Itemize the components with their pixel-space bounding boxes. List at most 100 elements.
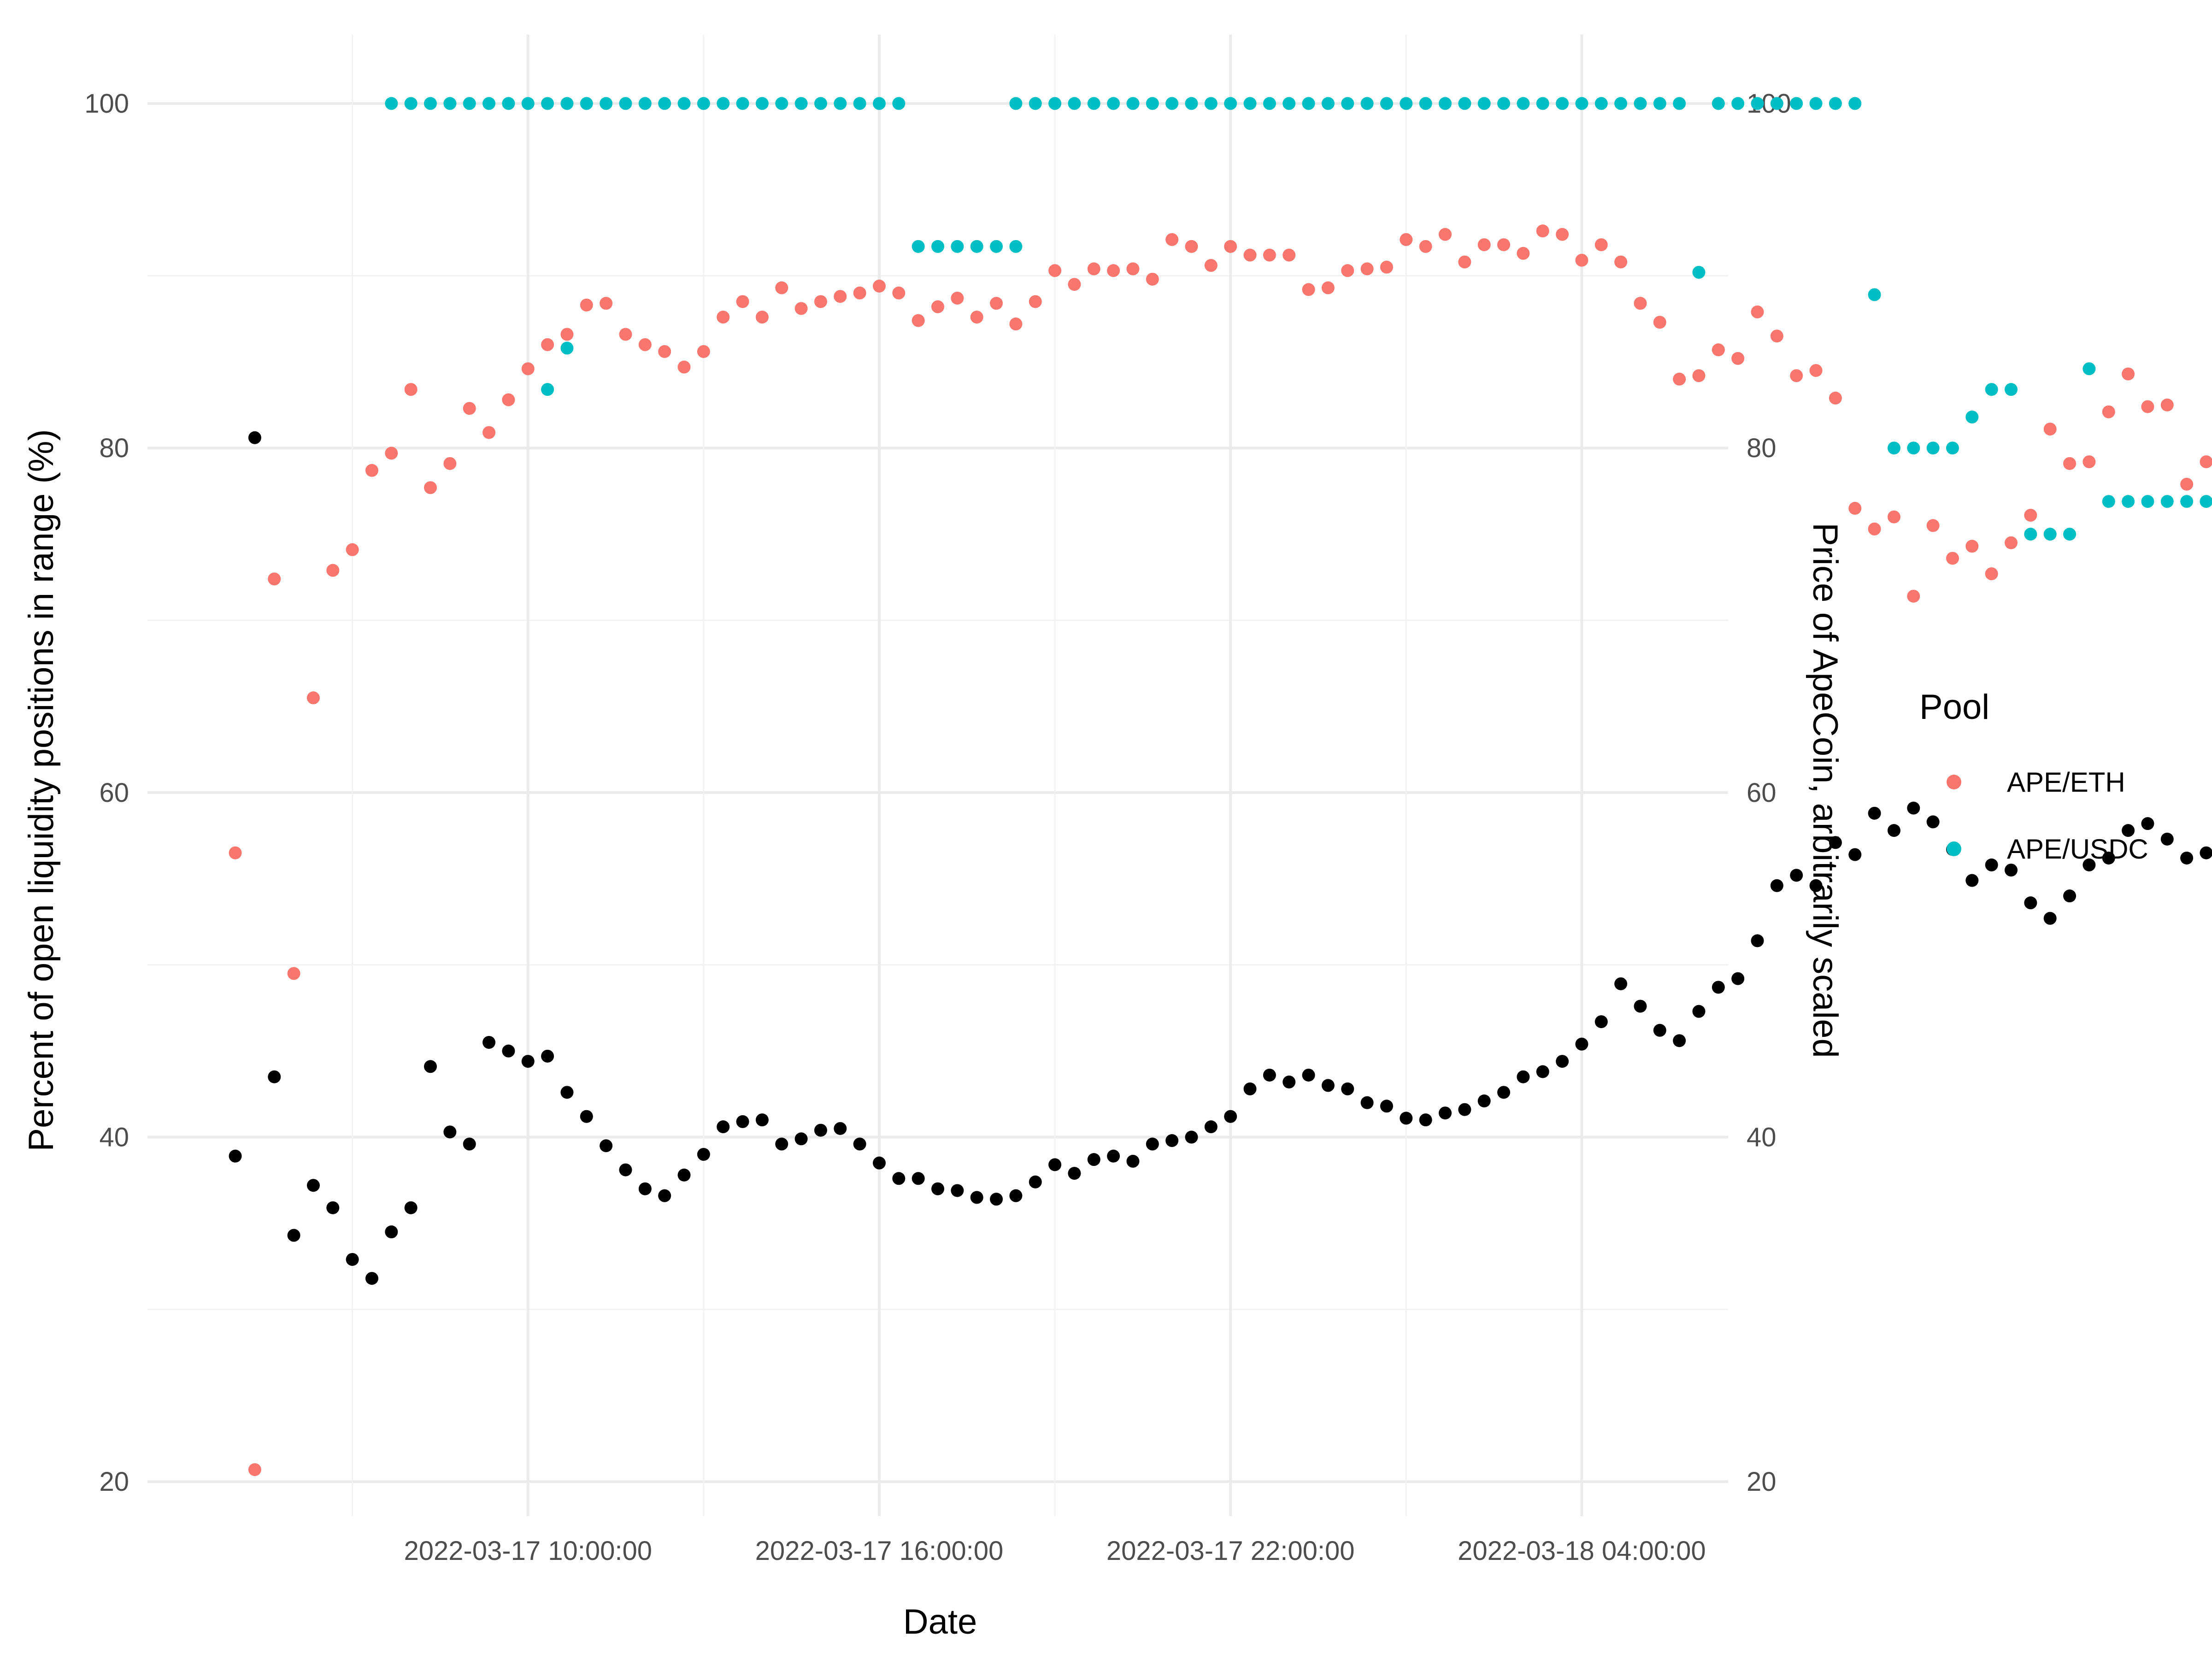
data-point: [2043, 528, 2057, 541]
data-point: [1712, 981, 1725, 994]
data-point: [1380, 97, 1393, 110]
data-point: [2005, 536, 2018, 549]
data-point: [1146, 97, 1159, 110]
data-point: [2180, 495, 2194, 508]
data-point: [2122, 495, 2135, 508]
data-point: [1185, 97, 1198, 110]
data-point: [1517, 97, 1530, 110]
data-point: [1692, 1005, 1706, 1018]
data-point: [892, 1172, 906, 1185]
data-point: [287, 1229, 300, 1242]
grid-lines: [147, 35, 1728, 1516]
data-point: [1107, 264, 1120, 277]
data-point: [697, 1147, 710, 1161]
data-point: [2200, 846, 2212, 859]
x-tick-label: 2022-03-17 22:00:00: [1106, 1536, 1355, 1566]
data-point: [814, 295, 827, 308]
data-point: [794, 1132, 808, 1146]
data-point: [2102, 405, 2115, 418]
data-point: [1829, 836, 1842, 849]
data-point: [1204, 97, 1218, 110]
data-point: [463, 97, 476, 110]
data-point: [1673, 372, 1686, 386]
data-point: [1263, 248, 1276, 262]
data-point: [482, 97, 496, 110]
data-point: [2005, 864, 2018, 877]
legend-title: Pool: [1919, 688, 1989, 727]
data-point: [521, 1055, 535, 1068]
data-point: [1204, 1120, 1218, 1134]
data-point: [1321, 97, 1335, 110]
data-point: [424, 97, 437, 110]
data-point: [1321, 1079, 1335, 1092]
data-point: [931, 1182, 944, 1195]
data-point: [306, 691, 320, 705]
data-point: [677, 97, 691, 110]
data-point: [990, 1193, 1003, 1206]
data-point: [872, 279, 886, 293]
x-tick-label: 2022-03-17 16:00:00: [755, 1536, 1004, 1566]
data-point: [1263, 1068, 1276, 1082]
data-point: [2024, 896, 2037, 910]
data-point: [794, 97, 808, 110]
data-point: [2160, 398, 2174, 412]
data-point: [1400, 97, 1413, 110]
series-0: [229, 224, 2212, 1477]
data-point: [1673, 97, 1686, 110]
data-point: [1029, 1175, 1042, 1188]
data-point: [1126, 262, 1140, 276]
data-point: [2180, 477, 2194, 491]
y2-tick-label: 80: [1747, 433, 1777, 463]
data-point: [1848, 97, 1862, 110]
data-point: [755, 311, 769, 324]
data-point: [1634, 97, 1647, 110]
data-point: [1829, 391, 1842, 405]
data-point: [1146, 272, 1159, 286]
legend-key-ape-eth: [1947, 775, 1961, 789]
data-point: [931, 240, 944, 253]
data-point: [658, 97, 671, 110]
data-point: [404, 97, 418, 110]
data-point: [1009, 97, 1023, 110]
data-point: [1321, 281, 1335, 294]
data-point: [541, 383, 554, 396]
data-point: [1887, 441, 1900, 455]
data-point: [990, 240, 1003, 253]
data-point: [912, 240, 925, 253]
data-point: [2083, 362, 2096, 376]
data-point: [1594, 1015, 1608, 1029]
data-point: [1282, 97, 1296, 110]
data-point: [1926, 519, 1940, 532]
data-point: [1087, 97, 1100, 110]
data-point: [1751, 305, 1764, 318]
data-point: [951, 1184, 964, 1197]
data-point: [1341, 97, 1354, 110]
data-point: [1770, 879, 1783, 892]
data-point: [1009, 1189, 1023, 1202]
data-point: [677, 1168, 691, 1182]
data-point: [1848, 848, 1862, 861]
data-point: [1146, 1137, 1159, 1151]
data-point: [1634, 297, 1647, 310]
data-point: [1926, 815, 1940, 829]
data-point: [1594, 238, 1608, 252]
data-point: [892, 286, 906, 300]
data-point: [1263, 97, 1276, 110]
y2-tick-label: 40: [1747, 1123, 1777, 1153]
data-point: [1497, 238, 1511, 252]
data-point: [2200, 455, 2212, 469]
y-axis-ticks: 20 40 60 80 100: [84, 89, 129, 1497]
data-point: [1907, 441, 1920, 455]
data-point: [2160, 832, 2174, 846]
data-point: [1868, 522, 1881, 535]
data-point: [1400, 1112, 1413, 1125]
data-point: [1653, 1024, 1666, 1037]
data-point: [1556, 228, 1569, 241]
data-point: [404, 1201, 418, 1214]
data-point: [1165, 233, 1179, 246]
data-point: [775, 281, 788, 294]
data-point: [697, 97, 710, 110]
data-point: [268, 1070, 281, 1083]
data-point: [1829, 97, 1842, 110]
